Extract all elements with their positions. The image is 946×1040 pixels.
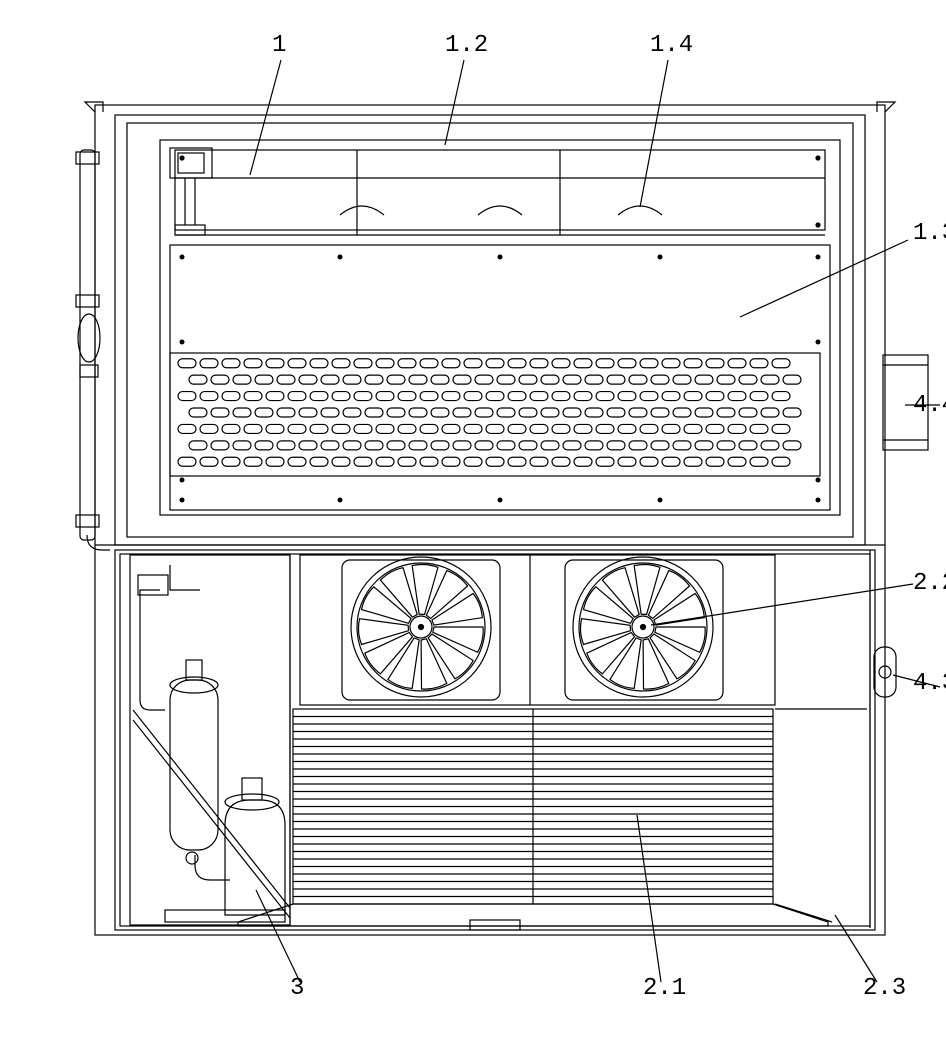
upper-opening <box>160 140 840 515</box>
label-2-2: 2.2 <box>913 570 946 597</box>
fan-2 <box>573 557 713 697</box>
label-2-1: 2.1 <box>643 975 686 1002</box>
technical-drawing <box>20 20 946 1020</box>
label-3: 3 <box>290 975 304 1002</box>
label-2-3: 2.3 <box>863 975 906 1002</box>
fan-1 <box>351 557 491 697</box>
lower-section <box>115 550 875 930</box>
compressor-compartment <box>130 555 290 925</box>
upper-section <box>115 115 865 545</box>
label-1-2: 1.2 <box>445 32 488 59</box>
label-4-3: 4.3 <box>913 670 946 697</box>
drain-tray <box>238 904 828 926</box>
panel-1-3 <box>170 245 830 510</box>
label-4-4: 4.4 <box>913 392 946 419</box>
left-pipe-assembly <box>76 150 110 550</box>
condenser-coil <box>293 709 773 904</box>
vent-grid <box>178 359 801 467</box>
upper-bar-assembly <box>170 148 825 235</box>
label-1-3: 1.3 <box>913 220 946 247</box>
label-1: 1 <box>272 32 286 59</box>
label-1-4: 1.4 <box>650 32 693 59</box>
diagram-canvas: 1 1.2 1.4 1.3 4.4 2.2 4.3 3 2.1 2.3 <box>20 20 946 1020</box>
